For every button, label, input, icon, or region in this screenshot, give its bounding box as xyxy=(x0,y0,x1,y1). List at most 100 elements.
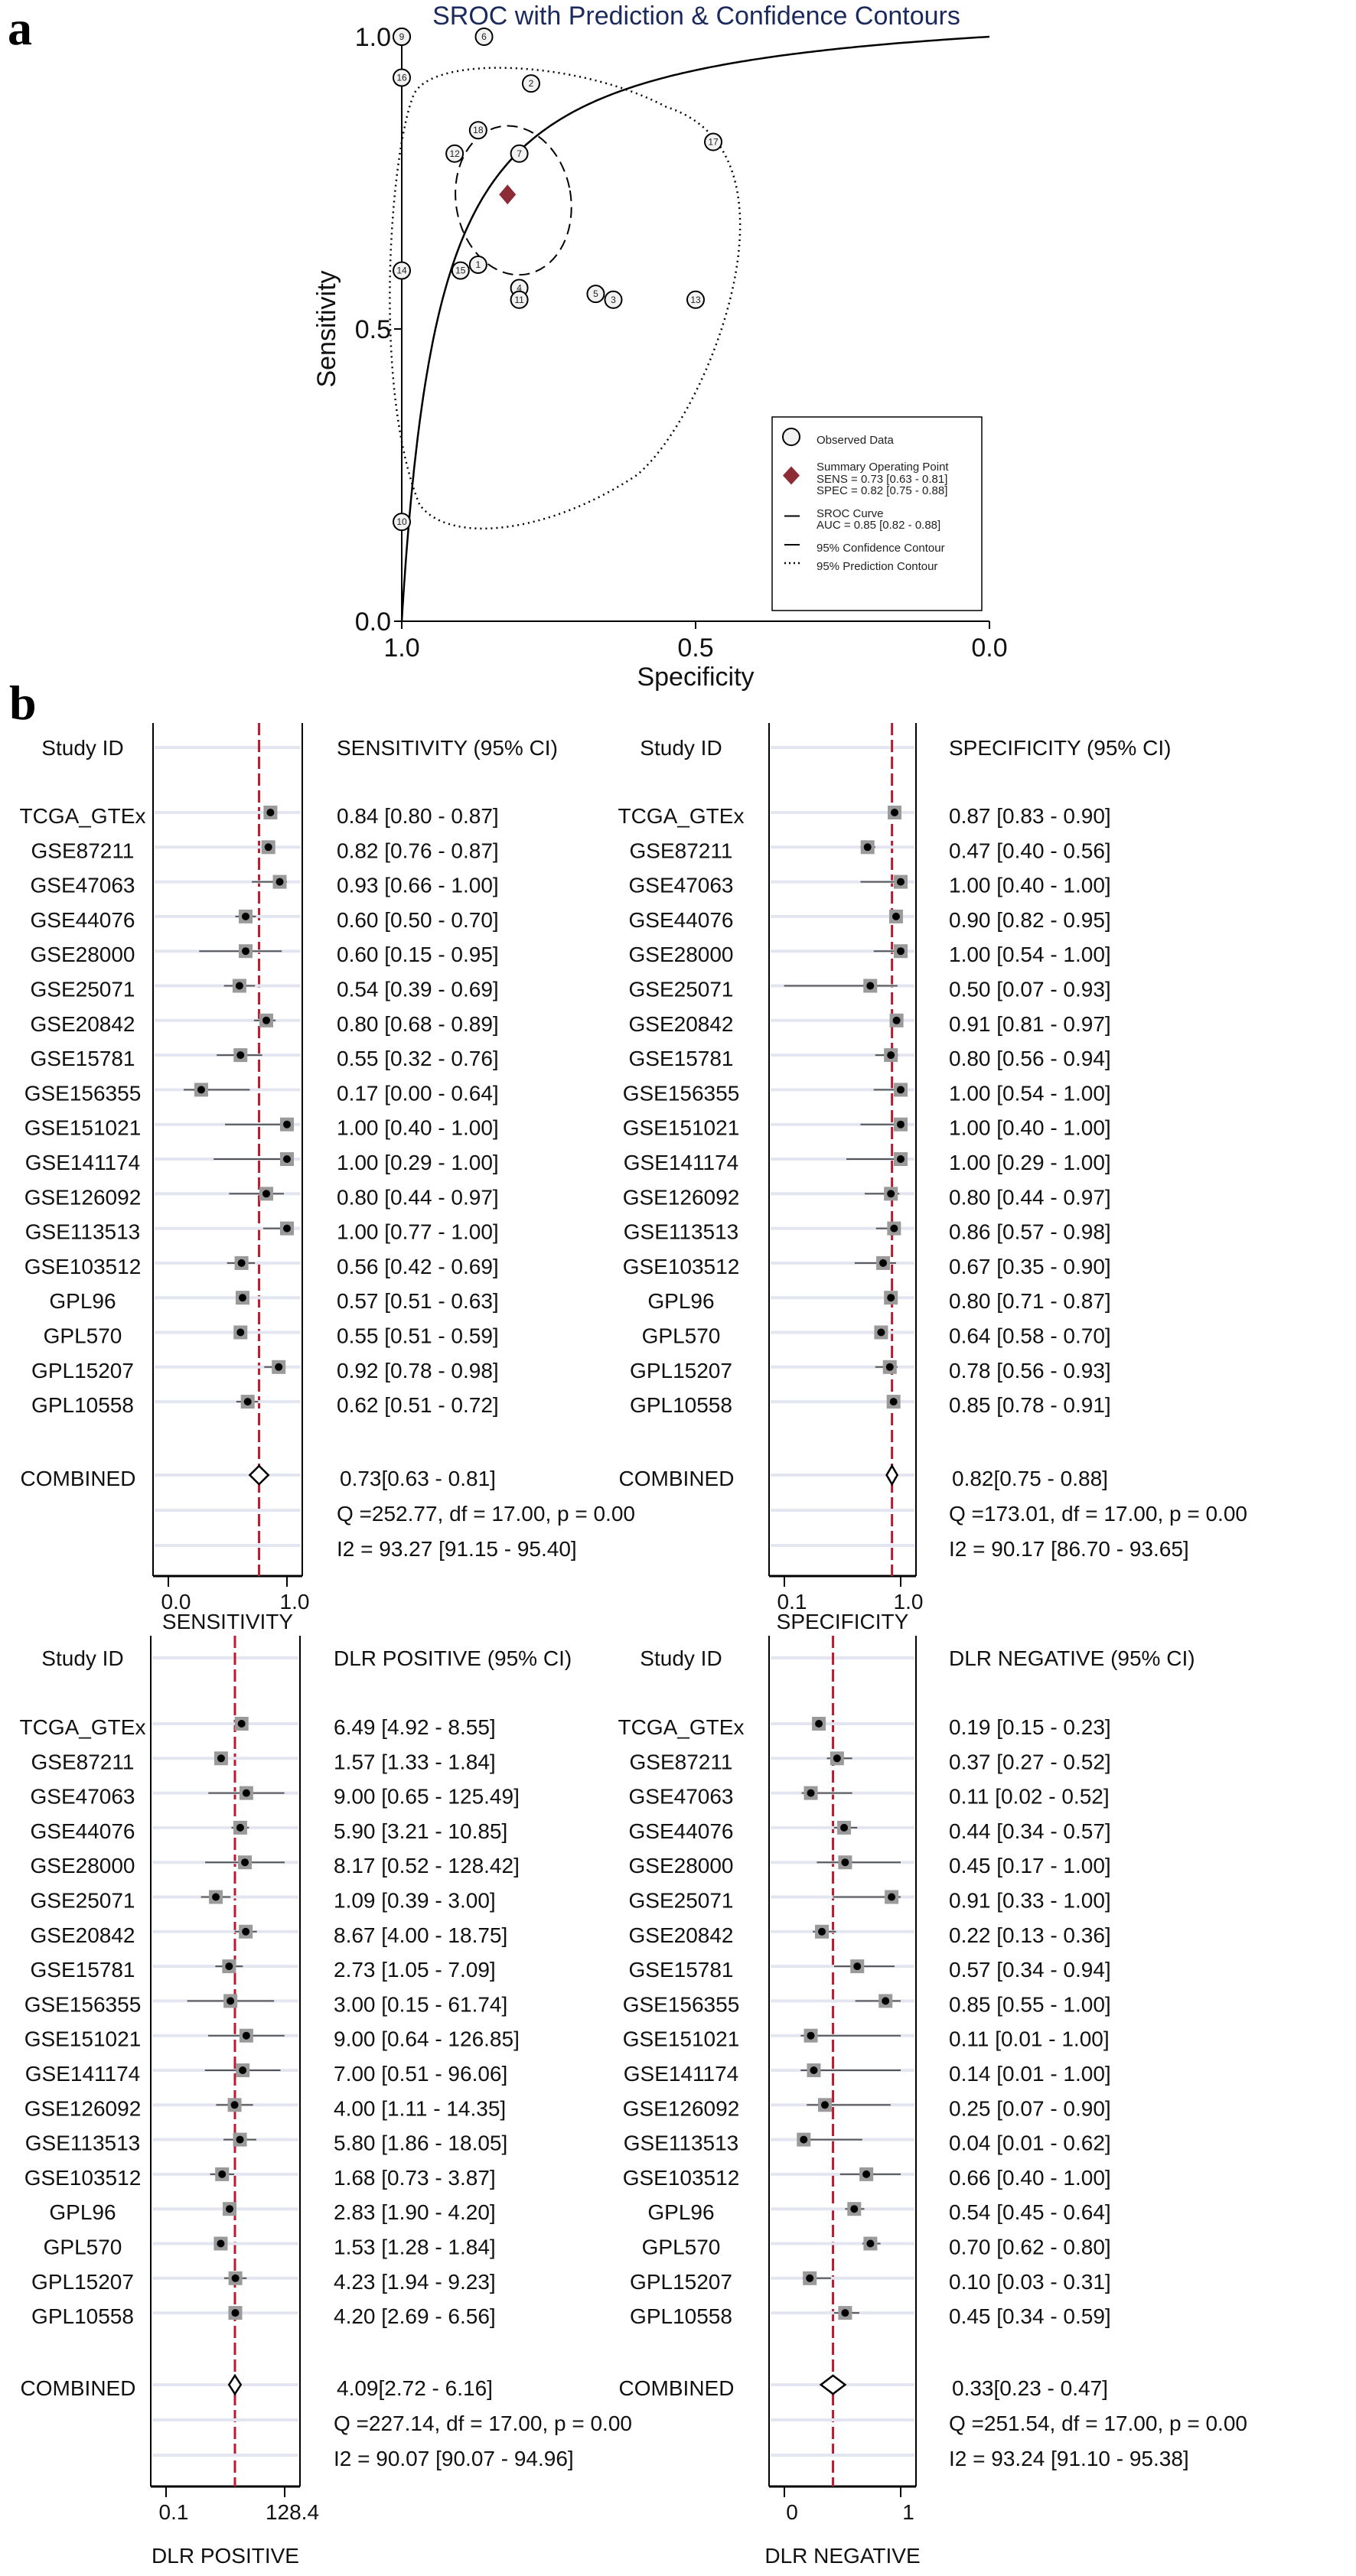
y-tick-label: 0.0 xyxy=(355,607,391,637)
combined-estimate-text: 0.82[0.75 - 0.88] xyxy=(952,1467,1108,1490)
study-id: GSE44076 xyxy=(31,908,135,932)
study-point-estimate xyxy=(264,843,272,852)
observed-point-label: 7 xyxy=(517,148,522,159)
study-estimate-text: 9.00 [0.64 - 126.85] xyxy=(334,2027,520,2051)
study-point-estimate xyxy=(236,2135,244,2144)
study-row: GPL570 0.55 [0.51 - 0.59] xyxy=(44,1324,499,1348)
study-point-estimate xyxy=(810,2066,818,2074)
study-row: GSE25071 0.54 [0.39 - 0.69] xyxy=(31,978,499,1001)
study-row: GSE47063 1.00 [0.40 - 1.00] xyxy=(629,874,1111,897)
study-id: GSE141174 xyxy=(624,2062,739,2086)
value-header: SENSITIVITY (95% CI) xyxy=(337,736,558,760)
study-row: GSE87211 0.82 [0.76 - 0.87] xyxy=(31,839,499,862)
forest-plot-sensitivity: Study ID SENSITIVITY (95% CI) TCGA_GTEx 0.8… xyxy=(20,723,635,1633)
observed-point-label: 3 xyxy=(611,295,616,305)
study-row: GPL15207 0.78 [0.56 - 0.93] xyxy=(630,1359,1111,1382)
study-point-estimate xyxy=(242,947,249,956)
study-estimate-text: 4.20 [2.69 - 6.56] xyxy=(334,2304,496,2328)
study-id: GSE28000 xyxy=(31,943,135,966)
panel-label-b: b xyxy=(9,676,37,730)
study-row: GSE113513 5.80 [1.86 - 18.05] xyxy=(25,2131,508,2155)
study-row: GSE141174 0.14 [0.01 - 1.00] xyxy=(624,2062,1111,2086)
observed-point-label: 10 xyxy=(396,516,407,527)
study-estimate-text: 0.85 [0.55 - 1.00] xyxy=(949,1992,1111,2016)
study-estimate-text: 0.93 [0.66 - 1.00] xyxy=(337,874,499,897)
study-row: GSE113513 0.86 [0.57 - 0.98] xyxy=(624,1220,1111,1244)
observed-point-label: 17 xyxy=(708,137,719,148)
study-id: GSE15781 xyxy=(629,1047,734,1070)
study-estimate-text: 0.17 [0.00 - 0.64] xyxy=(337,1081,499,1105)
study-id: GSE126092 xyxy=(623,1185,740,1209)
study-id: GSE141174 xyxy=(25,1151,141,1174)
study-point-estimate xyxy=(897,878,905,886)
study-point-estimate xyxy=(841,1858,849,1867)
study-row: GPL10558 4.20 [2.69 - 6.56] xyxy=(31,2304,496,2328)
study-row: GPL96 2.83 [1.90 - 4.20] xyxy=(49,2200,495,2224)
study-point-estimate xyxy=(892,1016,901,1024)
study-row: GSE47063 9.00 [0.65 - 125.49] xyxy=(31,1785,520,1809)
study-estimate-text: 1.09 [0.39 - 3.00] xyxy=(334,1889,496,1913)
study-id: GSE47063 xyxy=(629,1785,734,1809)
combined-estimate-text: 0.73[0.63 - 0.81] xyxy=(340,1467,496,1490)
study-row: GSE141174 1.00 [0.29 - 1.00] xyxy=(624,1151,1111,1174)
study-estimate-text: 0.47 [0.40 - 0.56] xyxy=(949,839,1111,862)
study-point-estimate xyxy=(897,947,905,956)
study-id: GSE126092 xyxy=(24,2096,142,2120)
study-id: GPL10558 xyxy=(630,2304,732,2328)
study-estimate-text: 1.00 [0.29 - 1.00] xyxy=(337,1151,499,1174)
combined-diamond xyxy=(248,1464,270,1486)
study-id: GSE87211 xyxy=(31,839,135,862)
study-row: GSE44076 0.90 [0.82 - 0.95] xyxy=(629,908,1111,932)
study-id: GSE103512 xyxy=(623,2166,740,2190)
study-id: GSE103512 xyxy=(623,1255,740,1278)
study-point-estimate xyxy=(242,2031,250,2040)
study-estimate-text: 2.73 [1.05 - 7.09] xyxy=(334,1958,496,1982)
study-estimate-text: 0.92 [0.78 - 0.98] xyxy=(337,1359,499,1382)
confidence-contour xyxy=(455,125,572,276)
legend-circle-icon xyxy=(782,428,800,446)
study-id: GSE141174 xyxy=(25,2062,141,2086)
observed-point-label: 1 xyxy=(475,259,481,270)
study-id: GSE113513 xyxy=(25,2131,141,2155)
study-id: GSE113513 xyxy=(25,1220,141,1244)
study-id: GSE25071 xyxy=(629,978,734,1001)
study-row: GSE15781 0.57 [0.34 - 0.94] xyxy=(629,1958,1111,1982)
study-estimate-text: 0.45 [0.17 - 1.00] xyxy=(949,1854,1111,1877)
study-point-estimate xyxy=(236,1328,245,1337)
study-id: GSE28000 xyxy=(629,943,734,966)
study-estimate-text: 0.80 [0.56 - 0.94] xyxy=(949,1047,1111,1070)
observed-point: 14 xyxy=(393,261,411,280)
forest-plots: Study ID SENSITIVITY (95% CI) TCGA_GTEx 0.8… xyxy=(20,723,1247,2568)
observed-point-marker xyxy=(704,132,723,151)
study-row: GSE28000 8.17 [0.52 - 128.42] xyxy=(31,1854,520,1877)
observed-point-label: 13 xyxy=(690,295,701,305)
study-id: GSE126092 xyxy=(24,1185,142,1209)
x-tick-label: 0.0 xyxy=(161,1590,191,1614)
study-estimate-text: 0.22 [0.13 - 0.36] xyxy=(949,1923,1111,1947)
observed-point-label: 14 xyxy=(396,265,407,276)
study-id: TCGA_GTEx xyxy=(618,804,745,828)
study-row: GSE126092 4.00 [1.11 - 14.35] xyxy=(24,2096,506,2120)
study-id: GSE25071 xyxy=(31,1889,135,1913)
study-estimate-text: 0.80 [0.44 - 0.97] xyxy=(949,1185,1111,1209)
study-id: TCGA_GTEx xyxy=(618,1715,745,1739)
study-estimate-text: 0.60 [0.50 - 0.70] xyxy=(337,908,499,932)
study-id: GSE87211 xyxy=(31,1750,135,1773)
study-id: GSE141174 xyxy=(624,1151,739,1174)
observed-point: 5 xyxy=(586,285,605,304)
observed-point: 7 xyxy=(510,144,529,163)
study-estimate-text: 4.00 [1.11 - 14.35] xyxy=(334,2096,506,2120)
study-id: GPL10558 xyxy=(31,1393,134,1417)
study-estimate-text: 0.37 [0.27 - 0.52] xyxy=(949,1750,1111,1773)
study-row: GSE151021 9.00 [0.64 - 126.85] xyxy=(24,2027,520,2051)
study-point-estimate xyxy=(243,1398,252,1406)
study-estimate-text: 0.78 [0.56 - 0.93] xyxy=(949,1359,1111,1382)
study-point-estimate xyxy=(235,982,243,990)
observed-point-label: 9 xyxy=(399,31,405,42)
sroc-curve xyxy=(400,35,990,621)
observed-point-label: 4 xyxy=(517,283,522,294)
study-point-estimate xyxy=(231,2309,240,2317)
study-id: GSE113513 xyxy=(624,1220,739,1244)
study-id: GSE151021 xyxy=(623,1116,740,1140)
